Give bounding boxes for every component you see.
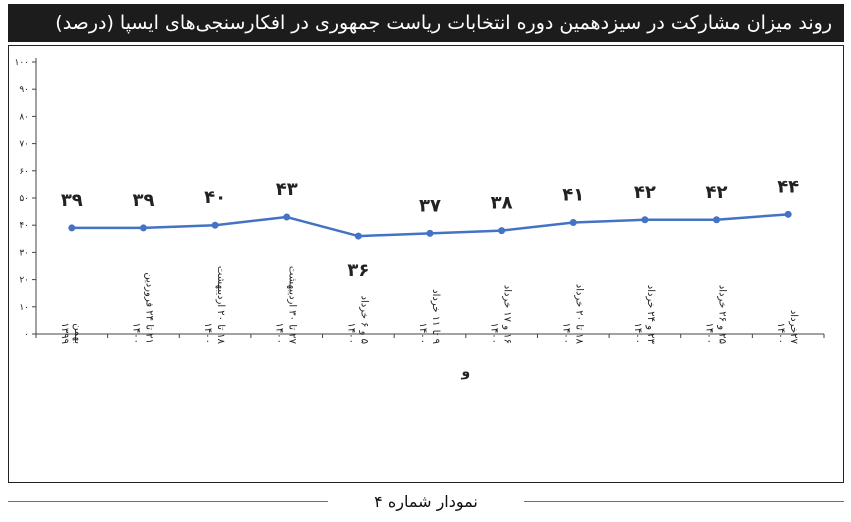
data-label: ۳۷: [419, 195, 441, 216]
data-label: ۴۳: [276, 179, 298, 200]
x-tick-label-line2: ۱۴۰۰: [417, 323, 428, 344]
data-label: ۴۱: [562, 184, 584, 205]
x-tick-label-line1: ۲۷ تا ۳۰ اردیبهشت: [287, 266, 298, 345]
x-tick-label: ۹ تا ۱۱ خرداد۱۴۰۰: [417, 289, 441, 344]
x-tick-label: ۱۸ تا ۲۰ خرداد۱۴۰۰: [560, 284, 584, 345]
data-label: ۴۰: [204, 187, 226, 208]
data-point: [354, 232, 362, 240]
figure-number: نمودار شماره ۴: [374, 492, 478, 511]
y-tick-label: ۹۰: [19, 85, 29, 95]
figure-caption: نمودار شماره ۴: [8, 489, 844, 515]
x-tick-label: ۲۷ تا ۳۰ اردیبهشت۱۴۰۰: [274, 266, 298, 345]
x-tick-label-line1: ۱۶ و ۱۷ خرداد: [502, 285, 513, 344]
data-label: ۴۲: [634, 182, 656, 203]
caption-rule-right: [524, 501, 844, 502]
chart-title-bar: روند میزان مشارکت در سیزدهمین دوره انتخا…: [8, 4, 844, 42]
y-tick-label: ۶۰: [19, 167, 29, 177]
caption-rule-left: [8, 501, 328, 502]
x-tick-label-line2: ۱۴۰۰: [632, 323, 643, 344]
chart-title: روند میزان مشارکت در سیزدهمین دوره انتخا…: [55, 12, 832, 34]
x-tick-label-line1: ۵ و ۶ خرداد: [358, 296, 369, 345]
data-point: [784, 210, 792, 218]
y-tick-label: ۱۰: [19, 303, 29, 313]
y-tick-label: ۸۰: [19, 112, 29, 122]
data-point: [498, 227, 506, 235]
x-tick-label: ۲۵ و ۲۶ خرداد۱۴۰۰: [704, 285, 728, 344]
line-chart: ۰ ۱۰ ۲۰ ۳۰ ۴۰ ۵۰ ۶۰ ۷۰ ۸۰ ۹۰ ۱۰۰ بهمن۱۳۹۹ ۲۱ تا ۲۴ ف…: [14, 58, 825, 380]
x-tick-label-line1: ۱۸ تا ۲۰ خرداد: [573, 284, 584, 345]
x-tick-label: ۱۸ تا ۲۰ اردیبهشت۱۴۰۰: [202, 266, 226, 345]
x-tick-label-line2: ۱۴۰۰: [345, 323, 356, 344]
data-label: ۴۴: [777, 176, 799, 197]
x-tick-label: بهمن۱۳۹۹: [59, 323, 83, 344]
y-tick-label: ۳۰: [19, 248, 29, 258]
data-label: ۳۹: [61, 190, 83, 211]
x-tick-label-line1: ۹ تا ۱۱ خرداد: [430, 289, 441, 344]
x-tick-label-line2: ۱۴۰۰: [274, 323, 285, 344]
x-tick-label-line1: ۲۱ تا ۲۴ فروردین: [143, 272, 154, 344]
x-tick-label: ۱۶ و ۱۷ خرداد۱۴۰۰: [489, 285, 513, 344]
data-label: ۳۶: [347, 260, 369, 281]
data-point: [139, 224, 147, 232]
y-tick-label: ۱۰۰: [14, 58, 29, 68]
x-tick-label-line1: بهمن: [72, 323, 83, 344]
y-tick-label: ۷۰: [19, 140, 29, 150]
x-tick-label: ۲۳ و ۲۴ خرداد۱۴۰۰: [632, 285, 656, 345]
data-point: [283, 213, 291, 221]
y-tick-label: ۵۰: [19, 194, 29, 204]
y-tick-label: ۲۰: [19, 276, 29, 286]
data-point: [68, 224, 76, 232]
data-point: [713, 216, 721, 224]
data-label: ۳۹: [132, 190, 154, 211]
y-tick-label: ۴۰: [19, 221, 29, 231]
x-tick-label-line2: ۱۴۰۰: [775, 323, 786, 344]
x-tick-label: ۲۷خرداد۱۴۰۰: [775, 310, 799, 345]
x-tick-label-line2: ۱۴۰۰: [560, 323, 571, 344]
x-tick-label: ۲۱ تا ۲۴ فروردین۱۴۰۰: [130, 272, 154, 344]
chart-frame: ۰ ۱۰ ۲۰ ۳۰ ۴۰ ۵۰ ۶۰ ۷۰ ۸۰ ۹۰ ۱۰۰ بهمن۱۳۹۹ ۲۱ تا ۲۴ ف…: [8, 45, 844, 483]
x-tick-label-line2: ۱۴۰۰: [130, 323, 141, 344]
y-tick-label: ۰: [24, 330, 29, 340]
data-label: ۴۲: [706, 182, 728, 203]
x-tick-label-line2: ۱۴۰۰: [489, 323, 500, 344]
x-tick-label-line1: ۲۳ و ۲۴ خرداد: [645, 285, 656, 345]
data-label: ۳۸: [491, 193, 513, 214]
data-point: [211, 221, 219, 229]
x-tick-label-line2: ۱۳۹۹: [59, 323, 70, 344]
data-point: [641, 216, 649, 224]
annotation: و: [460, 364, 470, 380]
data-point: [569, 218, 577, 226]
x-tick-label-line2: ۱۴۰۰: [202, 323, 213, 344]
data-point: [426, 229, 434, 237]
x-tick-label-line2: ۱۴۰۰: [704, 323, 715, 344]
x-tick-label-line1: ۲۷خرداد: [788, 310, 799, 345]
x-tick-label-line1: ۲۵ و ۲۶ خرداد: [717, 285, 728, 344]
x-tick-label-line1: ۱۸ تا ۲۰ اردیبهشت: [215, 266, 226, 345]
x-tick-label: ۵ و ۶ خرداد۱۴۰۰: [345, 296, 369, 345]
